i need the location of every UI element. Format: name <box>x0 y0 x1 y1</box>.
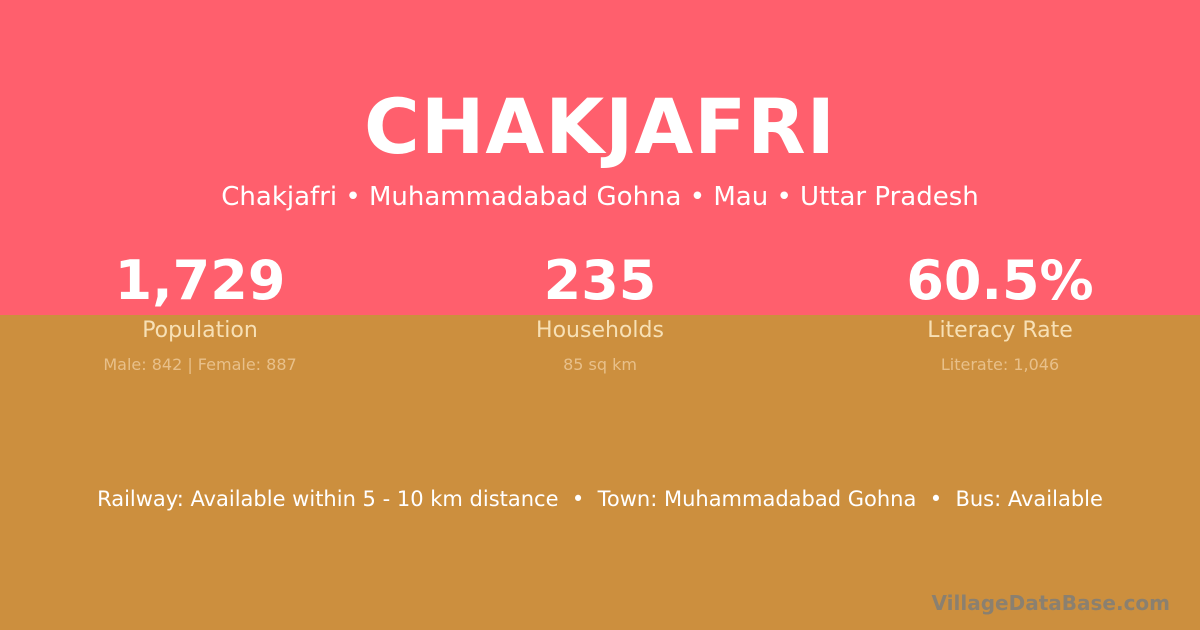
facilities-line: Railway: Available within 5 - 10 km dist… <box>97 487 1103 511</box>
stat-detail: Male: 842 | Female: 887 <box>103 355 297 374</box>
stat-value: 1,729 <box>114 249 286 312</box>
brand-watermark: VillageDataBase.com <box>931 591 1170 615</box>
footer-band <box>0 315 1200 630</box>
stat-detail: 85 sq km <box>563 355 637 374</box>
stat-label: Population <box>142 318 258 343</box>
stat-population: 1,729 Population Male: 842 | Female: 887 <box>0 249 400 375</box>
location-breadcrumb: Chakjafri • Muhammadabad Gohna • Mau • U… <box>221 182 979 212</box>
stat-detail: Literate: 1,046 <box>940 355 1060 374</box>
stat-literacy: 60.5% Literacy Rate Literate: 1,046 <box>800 249 1200 375</box>
stat-label: Literacy Rate <box>927 318 1073 343</box>
stat-households: 235 Households 85 sq km <box>400 249 800 375</box>
stat-value: 235 <box>543 249 657 312</box>
stat-label: Households <box>536 318 664 343</box>
stat-value: 60.5% <box>906 249 1094 312</box>
header-band <box>0 0 1200 315</box>
village-title: CHAKJAFRI <box>364 82 836 171</box>
